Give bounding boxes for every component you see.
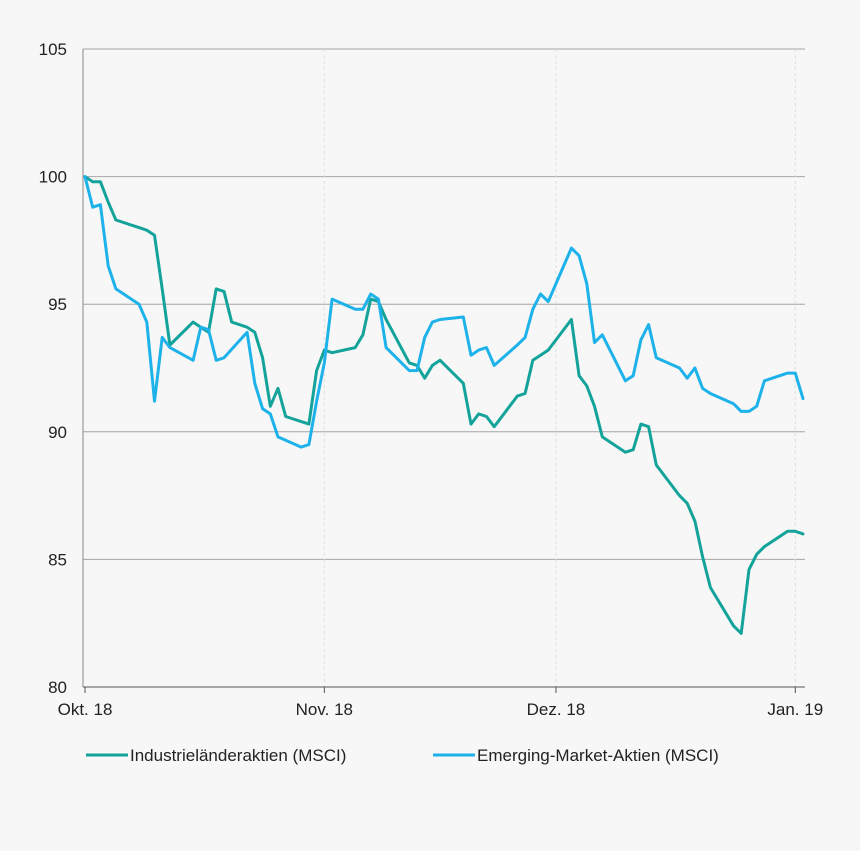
y-tick-label: 90 [48, 423, 67, 442]
legend-label: Industrieländeraktien (MSCI) [130, 746, 346, 765]
x-tick-label: Okt. 18 [58, 700, 113, 719]
series-lines [83, 175, 805, 635]
x-tick-label: Nov. 18 [296, 700, 353, 719]
y-axis: 80 85 90 95 100 105 [39, 40, 84, 697]
y-tick-label: 105 [39, 40, 67, 59]
y-tick-label: 100 [39, 168, 67, 187]
series-line-emerging [83, 175, 805, 449]
x-axis: Okt. 18 Nov. 18 Dez. 18 Jan. 19 [58, 686, 823, 719]
y-tick-label: 95 [48, 295, 67, 314]
legend-label: Emerging-Market-Aktien (MSCI) [477, 746, 719, 765]
x-tick-label: Jan. 19 [767, 700, 823, 719]
y-tick-label: 80 [48, 678, 67, 697]
x-tick-label: Dez. 18 [527, 700, 586, 719]
legend: Industrieländeraktien (MSCI) Emerging-Mar… [86, 746, 719, 765]
y-tick-label: 85 [48, 550, 67, 569]
